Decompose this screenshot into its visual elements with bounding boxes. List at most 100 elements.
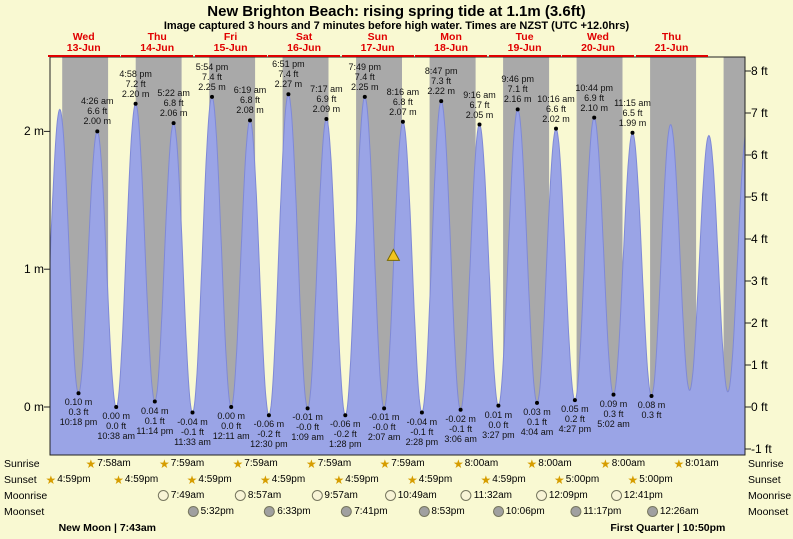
sunset-entry: ★ 4:59pm: [334, 474, 379, 486]
annotation-line: 2:28 pm: [405, 436, 439, 447]
day-weekday: Sat: [295, 31, 313, 43]
sunset-time: 4:59pm: [492, 474, 526, 485]
tide-extreme-dot: [419, 410, 424, 415]
sunset-time: 4:59pm: [198, 474, 232, 485]
annotation-line: 1.99 m: [618, 117, 647, 128]
sun-star-icon: ★: [453, 456, 464, 471]
moonrise-time: 8:57am: [247, 490, 282, 501]
y-axis-label-feet: 7 ft: [751, 106, 768, 120]
sunset-time: 4:59pm: [418, 474, 453, 485]
annotation-line: 12:30 pm: [250, 439, 288, 450]
annotation-line: 9:46 pm: [501, 74, 534, 85]
sunrise-entry: ★ 7:58am: [86, 458, 131, 470]
moonset-entry: 10:06pm: [492, 506, 545, 517]
moonset-time: 8:53pm: [431, 506, 465, 517]
day-header: Mon 18-Jun: [415, 32, 488, 57]
high-tide-annotation: 9:46 pm 7.1 ft 2.16 m: [501, 74, 534, 104]
sunrise-entry: ★ 7:59am: [233, 458, 278, 470]
annotation-line: 6:51 pm: [272, 59, 305, 70]
sunrise-time: 8:01am: [685, 458, 719, 469]
tide-extreme-dot: [190, 410, 195, 415]
sun-star-icon: ★: [113, 472, 124, 487]
y-axis-label-feet: 6 ft: [751, 148, 768, 162]
annotation-line: 10:44 pm: [575, 82, 613, 93]
moonrise-time: 11:32am: [473, 490, 512, 501]
tide-extreme-dot: [266, 413, 271, 418]
annotation-line: 2.02 m: [542, 113, 570, 124]
annotation-line: 6:19 am: [233, 85, 267, 96]
annotation-line: -0.01 m: [292, 412, 323, 423]
annotation-line: 12:11 am: [212, 431, 250, 441]
annotation-line: 0.3 ft: [603, 408, 624, 419]
plot-frame: [49, 56, 746, 456]
annotation-line: 7.4 ft: [354, 71, 375, 82]
moonrise-entry: 7:49am: [157, 490, 204, 501]
sunrise-time: 7:59am: [244, 458, 278, 469]
annotation-line: 0.3 ft: [641, 410, 662, 420]
tide-extreme-dot: [76, 391, 81, 396]
moonrise-entry: 12:41pm: [610, 490, 663, 501]
annotation-line: -0.06 m: [253, 419, 285, 430]
moonrise-label-right: Moonrise: [748, 490, 792, 502]
high-tide-annotation: 7:17 am 6.9 ft 2.09 m: [310, 84, 343, 114]
day-header: Thu 14-Jun: [121, 32, 194, 57]
annotation-line: 4:58 pm: [119, 68, 152, 79]
annotation-line: 0.00 m: [102, 411, 130, 421]
sunset-label-right: Sunset: [748, 474, 781, 486]
sunset-entry: ★ 4:59pm: [481, 474, 526, 486]
sunrise-time: 7:59am: [391, 458, 425, 469]
annotation-line: 0.0 ft: [106, 421, 127, 431]
annotation-line: 5:22 am: [157, 88, 190, 99]
sun-star-icon: ★: [599, 456, 611, 471]
sunset-entry: ★ 4:59pm: [187, 474, 232, 486]
annotation-line: 6.9 ft: [584, 92, 605, 103]
sun-star-icon: ★: [526, 456, 538, 471]
low-tide-annotation: 0.09 m 0.3 ft 5:02 am: [597, 399, 630, 429]
moonrise-label-left: Moonrise: [4, 490, 48, 502]
tide-extreme-dot: [133, 101, 138, 106]
annotation-line: 7:49 pm: [348, 61, 382, 72]
day-date: 16-Jun: [287, 42, 322, 54]
annotation-line: -0.01 m: [368, 412, 400, 423]
annotation-line: -0.1 ft: [410, 426, 434, 437]
annotation-line: -0.1 ft: [180, 426, 205, 437]
annotation-line: 8:47 pm: [424, 66, 458, 77]
tide-extreme-dot: [362, 94, 367, 99]
annotation-line: 1:28 pm: [329, 439, 362, 450]
moonrise-icon: [384, 490, 396, 501]
tide-extreme-dot: [477, 122, 482, 127]
annotation-line: 2.07 m: [389, 106, 417, 117]
high-tide-annotation: 8:16 am 6.8 ft 2.07 m: [387, 87, 420, 117]
annotation-line: -0.1 ft: [449, 423, 473, 434]
moonrise-time: 12:09pm: [548, 490, 588, 501]
day-weekday: Sun: [367, 31, 388, 43]
tide-extreme-dot: [382, 406, 387, 411]
moonset-time: 10:06pm: [505, 506, 545, 517]
day-header: Wed 13-Jun: [47, 32, 120, 57]
moonset-label-left: Moonset: [4, 506, 45, 518]
sun-star-icon: ★: [379, 456, 391, 471]
day-header: Wed 20-Jun: [562, 32, 634, 57]
y-axis-label-feet: 5 ft: [751, 190, 768, 204]
moon-phase-label: First Quarter | 10:50pm: [610, 522, 726, 534]
sunset-entry: ★ 4:59pm: [45, 474, 90, 486]
moonrise-entry: 10:49am: [384, 490, 437, 501]
low-tide-annotation: -0.02 m -0.1 ft 3:06 am: [444, 414, 477, 444]
tide-area: [50, 94, 745, 455]
annotation-line: 6.8 ft: [239, 95, 260, 106]
sunset-entry: ★ 4:59pm: [113, 472, 158, 487]
moonrise-icon: [535, 490, 547, 501]
annotation-line: 0.04 m: [141, 405, 169, 416]
sunrise-time: 7:59am: [317, 458, 352, 469]
day-date: 13-Jun: [66, 42, 101, 54]
y-axis-label-metres: 0 m: [23, 400, 44, 414]
day-date: 21-Jun: [654, 42, 689, 54]
annotation-line: -0.2 ft: [333, 429, 357, 440]
low-tide-annotation: 0.05 m 0.2 ft 4:27 pm: [559, 404, 592, 434]
annotation-line: 0.00 m: [217, 411, 245, 421]
annotation-line: 7.2 ft: [125, 78, 146, 89]
high-tide-annotation: 4:58 pm 7.2 ft 2.20 m: [119, 69, 152, 99]
annotation-line: 6.8 ft: [163, 98, 184, 109]
tide-extreme-dot: [554, 126, 558, 131]
day-header: Sun 17-Jun: [341, 31, 414, 57]
